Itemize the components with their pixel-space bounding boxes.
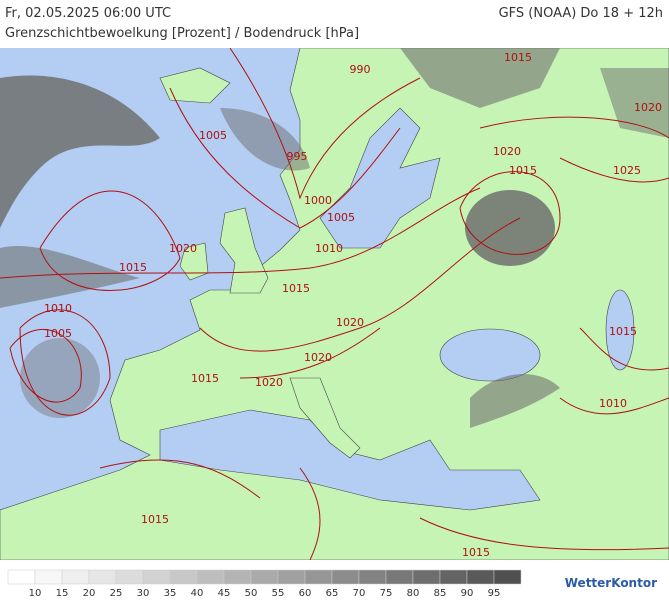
isobar-label: 1015 xyxy=(509,164,537,177)
legend-swatch xyxy=(412,569,441,585)
map: 990 1015 1020 1005 995 1020 1015 1025 1000 1005 10… xyxy=(0,48,669,560)
legend-swatch xyxy=(466,569,495,585)
isobar-label: 1005 xyxy=(44,327,72,340)
legend-swatch xyxy=(358,569,387,585)
isobar-label: 1020 xyxy=(169,242,197,255)
legend-swatch xyxy=(34,569,63,585)
legend-tick-label: 10 xyxy=(29,588,42,599)
legend-tick-label: 70 xyxy=(353,588,366,599)
isobar-label: 1005 xyxy=(199,129,227,142)
isobar-label: 1015 xyxy=(119,261,147,274)
isobar-label: 995 xyxy=(287,150,308,163)
isobar-label: 1020 xyxy=(634,101,662,114)
legend-tick-label: 30 xyxy=(137,588,150,599)
isobar-label: 990 xyxy=(350,63,371,76)
legend-tick-label: 15 xyxy=(56,588,69,599)
legend-swatch xyxy=(61,569,90,585)
legend-tick-label: 25 xyxy=(110,588,123,599)
legend-tick-label: 90 xyxy=(461,588,474,599)
valid-time: Fr, 02.05.2025 06:00 UTC xyxy=(5,6,172,21)
legend-swatch xyxy=(439,569,468,585)
land-ireland xyxy=(179,242,209,281)
legend-swatch xyxy=(250,569,279,585)
caspian-sea xyxy=(605,289,635,371)
isobar-label: 1020 xyxy=(336,316,364,329)
legend-tick-label: 35 xyxy=(164,588,177,599)
legend-tick-label: 85 xyxy=(434,588,447,599)
isobar-label: 1020 xyxy=(493,145,521,158)
legend-tick-label: 60 xyxy=(299,588,312,599)
land-italy xyxy=(289,377,361,459)
legend-tick-label: 55 xyxy=(272,588,285,599)
subtitle: Grenzschichtbewoelkung [Prozent] / Boden… xyxy=(5,26,360,41)
legend-tick-label: 80 xyxy=(407,588,420,599)
isobars xyxy=(0,48,669,560)
legend-swatch xyxy=(7,569,36,585)
legend-tick-label: 50 xyxy=(245,588,258,599)
legend-swatch xyxy=(88,569,117,585)
legend-swatch xyxy=(169,569,198,585)
legend-tick-label: 95 xyxy=(488,588,501,599)
legend-swatch xyxy=(142,569,171,585)
legend-tick-label: 45 xyxy=(218,588,231,599)
legend-swatch xyxy=(493,569,522,585)
clouds xyxy=(0,48,669,428)
legend-swatch xyxy=(223,569,252,585)
legend-swatch xyxy=(385,569,414,585)
isobar-label: 1010 xyxy=(315,242,343,255)
land-iceland xyxy=(159,67,231,104)
legend: 10 15 20 25 30 35 40 45 50 55 60 65 70 75 80 85 90 95 xyxy=(7,569,522,599)
black-sea xyxy=(439,328,541,382)
isobar-label: 1020 xyxy=(304,351,332,364)
isobar-label: 1020 xyxy=(255,376,283,389)
legend-swatch xyxy=(115,569,144,585)
isobar-label: 1025 xyxy=(613,164,641,177)
isobar-label: 1015 xyxy=(504,51,532,64)
legend-swatch xyxy=(331,569,360,585)
isobar-label: 1015 xyxy=(462,546,490,559)
legend-tick-label: 20 xyxy=(83,588,96,599)
legend-swatch xyxy=(304,569,333,585)
isobar-label: 1015 xyxy=(141,513,169,526)
isobar-label: 1000 xyxy=(304,194,332,207)
legend-swatch xyxy=(196,569,225,585)
isobar-label: 1015 xyxy=(191,372,219,385)
isobar-label: 1010 xyxy=(599,397,627,410)
legend-tick-label: 40 xyxy=(191,588,204,599)
brand-logo: WetterKontor xyxy=(564,576,657,590)
model-run: GFS (NOAA) Do 18 + 12h xyxy=(498,6,663,21)
isobar-label: 1015 xyxy=(609,325,637,338)
legend-tick-label: 65 xyxy=(326,588,339,599)
isobar-label: 1015 xyxy=(282,282,310,295)
isobar-label: 1010 xyxy=(44,302,72,315)
legend-tick-label: 75 xyxy=(380,588,393,599)
isobar-label: 1005 xyxy=(327,211,355,224)
legend-swatch xyxy=(277,569,306,585)
